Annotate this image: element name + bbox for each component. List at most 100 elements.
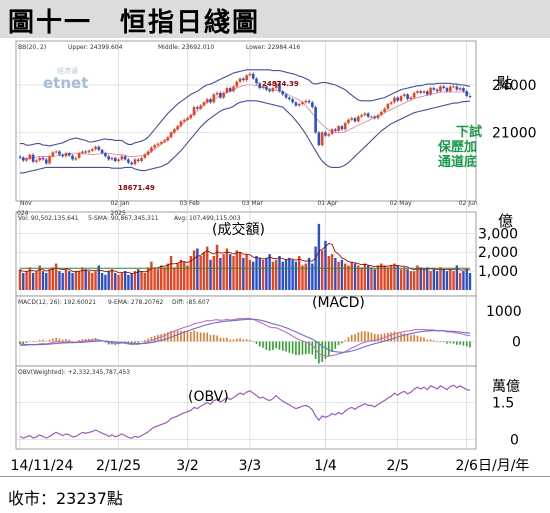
volume-bar [186,265,189,290]
obv-value: OBV(Weighted): +2,332,345,787,453 [18,369,130,376]
candle-body [393,97,396,103]
macd-histogram-bar [456,341,458,345]
candle-body [163,140,166,142]
volume-bar [330,254,334,290]
low-annotation: 18671.49 [118,184,155,192]
volume-bar [58,271,61,290]
candle-body [238,78,242,82]
macd-histogram-bar [48,339,51,342]
macd-histogram-bar [167,332,169,342]
candle-body [251,73,255,79]
volume-bar [209,259,212,290]
macd-histogram-bar [38,340,41,342]
candle-body [189,115,193,119]
macd-histogram-bar [416,335,419,342]
candle-body [242,78,245,81]
price-tick-label: 24000 [492,78,537,94]
candle-body [228,88,232,92]
obv-axis-unit: 萬億 [492,379,520,395]
candle-body [232,86,235,92]
volume-tick-label: 1,000 [478,264,518,280]
volume-bar [127,274,130,290]
macd-histogram-bar [377,334,379,342]
volume-bar [347,265,350,290]
volume-bar [301,265,304,290]
volume-bar [268,254,271,290]
volume-bar [179,259,183,290]
candle-body [448,86,452,92]
volume-bar [229,254,232,290]
candle-body [196,107,199,109]
volume-bar [219,257,222,290]
candle-body [284,94,288,98]
macd-histogram-bar [193,330,195,342]
macd-histogram-bar [370,332,373,342]
volume-bar [163,267,166,290]
volume-bar [324,240,327,290]
macd-histogram-bar [331,341,333,352]
bollinger-middle-line [19,84,471,159]
volume-bar [189,256,193,290]
volume-bar [140,271,143,290]
volume-bar [117,274,120,290]
macd-value: MACD(12, 26): 192.60021 [18,299,96,306]
volume-bar [432,269,436,290]
candle-body [123,156,127,160]
volume-bar [337,261,340,290]
bb-lower-value: Lower: 22984.416 [246,44,300,51]
bollinger-note-line-2: 通道底 [438,154,477,170]
volume-bar [419,267,422,290]
macd-histogram-bar [406,334,409,342]
volume-bar [360,267,363,290]
macd-histogram-bar [285,341,287,352]
macd-histogram-bar [255,341,258,344]
volume-bar [396,265,399,290]
volume-bar [406,269,409,290]
volume-bar [110,269,114,290]
macd-histogram-bar [183,330,186,342]
candle-body [222,92,225,98]
volume-tick-label: 3,000 [478,226,518,242]
candle-body [409,97,413,100]
volume-bar [370,267,373,290]
volume-bar [445,271,449,290]
macd-histogram-bar [209,335,212,342]
volume-bar [376,265,380,290]
date-tick-label: 2/6 [455,458,478,474]
volume-bar [199,256,202,290]
candle-body [311,102,314,108]
candle-body [192,107,196,116]
macd-ema-value: 9-EMA: 278.20762 [108,299,164,306]
macd-histogram-bar [324,341,327,359]
volume-bar [258,257,261,290]
volume-bar [166,263,170,290]
candle-body [376,115,380,119]
candle-body [261,86,265,89]
candle-body [215,92,219,95]
candle-body [146,151,150,155]
macd-histogram-bar [321,341,323,362]
date-tick-label: 14/11/24 [11,458,74,474]
macd-histogram-bar [203,332,205,342]
volume-bar [150,261,153,290]
volume-bar [255,256,258,290]
candle-body [419,91,423,93]
macd-histogram-bar [423,337,425,342]
candle-body [71,155,74,160]
volume-bar [429,271,432,290]
volume-bar [317,223,321,290]
candle-body [347,119,350,123]
volume-bar [235,250,238,290]
macd-histogram-bar [288,341,291,353]
candle-body [84,151,87,153]
candle-body [435,89,439,92]
macd-histogram-bar [137,341,140,343]
bb-middle-value: Middle: 23692.010 [158,44,214,51]
candle-body [297,103,301,106]
volume-bar [439,267,442,290]
volume-bar [327,256,330,290]
candle-body [432,88,436,90]
candle-body [159,142,163,144]
candle-body [133,159,137,165]
candle-body [25,158,28,161]
